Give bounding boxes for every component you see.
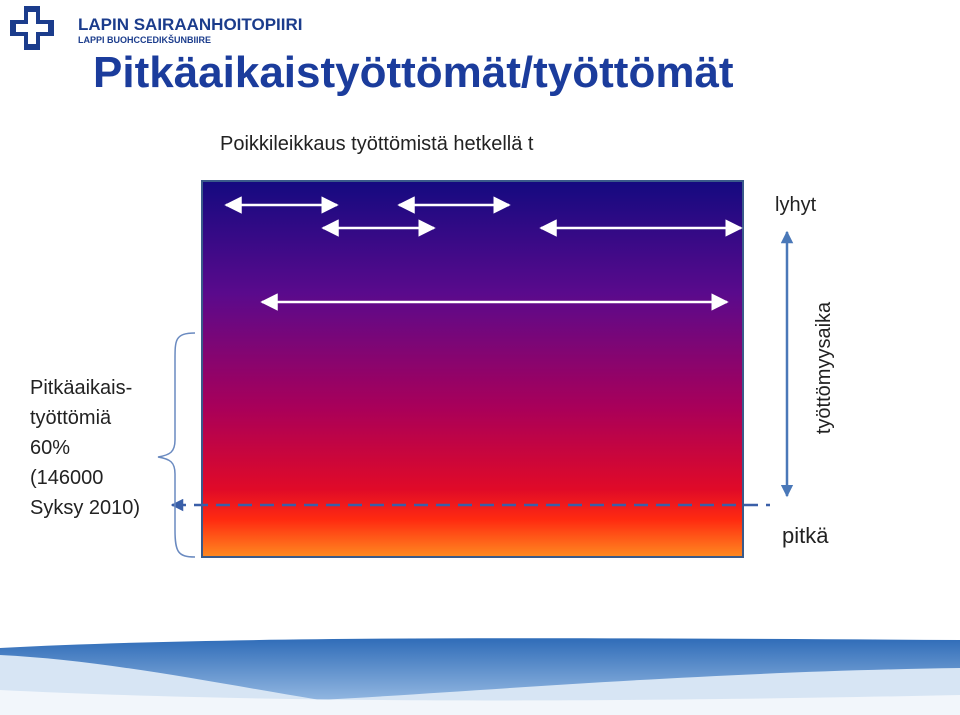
- left-label-line: (146000: [30, 467, 103, 489]
- axis-top-label: lyhyt: [775, 194, 817, 216]
- logo-subname: LAPPI BUOHCCEDIKŠUNBIIRE: [78, 34, 211, 45]
- left-label: Pitkäaikais- työttömiä 60% (146000 Syksy…: [30, 377, 140, 519]
- logo-name: LAPIN SAIRAANHOITOPIIRI: [78, 15, 302, 34]
- subtitle: Poikkileikkaus työttömistä hetkellä t: [220, 133, 534, 155]
- spell-arrows: [224, 196, 743, 311]
- footer-wave: [0, 638, 960, 715]
- left-label-line: Syksy 2010): [30, 497, 140, 519]
- axis-label: työttömyysaika: [813, 301, 835, 434]
- logo: LAPIN SAIRAANHOITOPIIRI LAPPI BUOHCCEDIK…: [10, 6, 302, 50]
- population-box: [201, 180, 744, 558]
- title: Pitkäaikaistyöttömät/työttömät: [93, 48, 734, 97]
- brace: [157, 332, 196, 558]
- left-label-line: työttömiä: [30, 407, 112, 429]
- left-label-line: Pitkäaikais-: [30, 377, 132, 399]
- left-label-line: 60%: [30, 437, 70, 459]
- axis-bottom-label: pitkä: [782, 523, 829, 548]
